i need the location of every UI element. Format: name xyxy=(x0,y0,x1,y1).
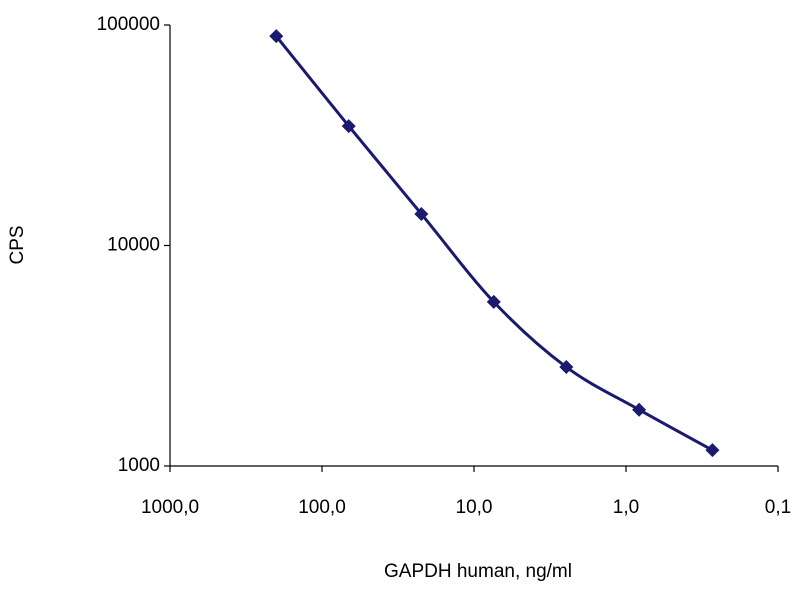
y-axis-title: CPS xyxy=(7,225,28,264)
x-axis-title: GAPDH human, ng/ml xyxy=(384,561,572,582)
x-tick-label: 0,1 xyxy=(765,497,791,518)
data-line xyxy=(275,35,714,452)
y-tick-label: 10000 xyxy=(107,235,160,256)
y-tick-label: 1000 xyxy=(118,455,160,476)
data-point xyxy=(341,119,356,134)
x-tick-label: 10,0 xyxy=(456,497,493,518)
x-tick-label: 1,0 xyxy=(613,497,639,518)
data-point xyxy=(705,443,720,458)
data-point xyxy=(414,206,429,221)
y-tick-label: 100000 xyxy=(97,14,160,35)
data-point xyxy=(269,29,284,44)
x-tick-label: 1000,0 xyxy=(141,497,199,518)
data-point xyxy=(632,402,647,417)
data-point xyxy=(486,294,501,309)
data-point xyxy=(559,360,574,375)
x-tick-label: 100,0 xyxy=(298,497,346,518)
